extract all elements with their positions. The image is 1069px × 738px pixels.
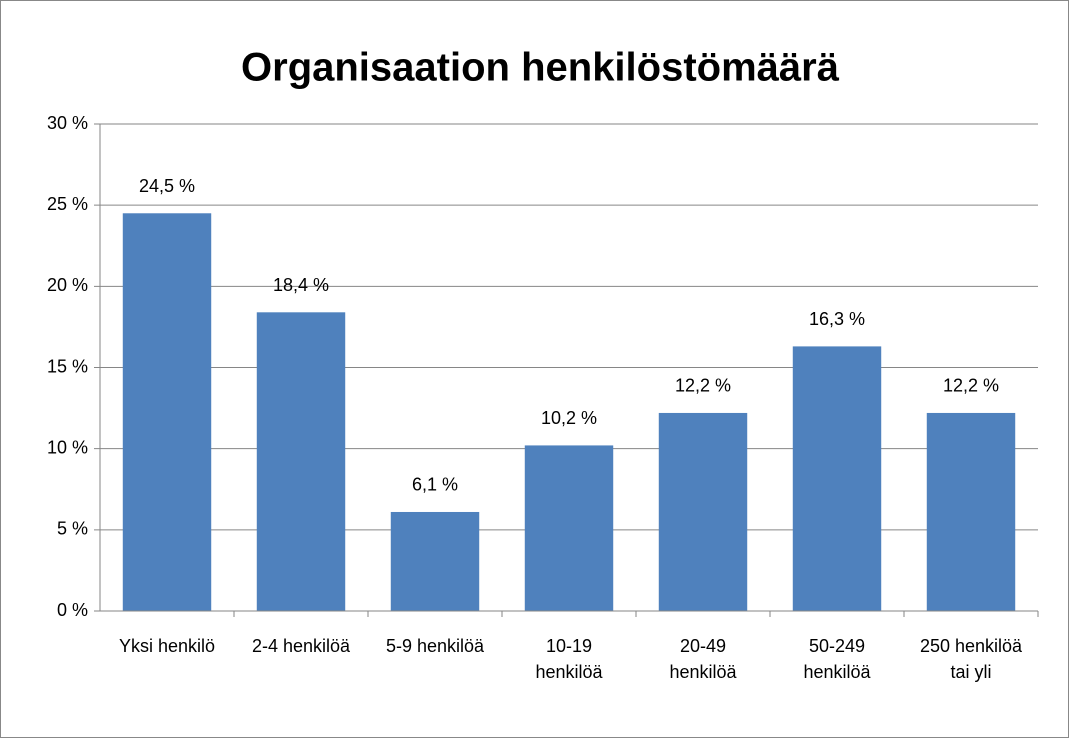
x-tick-label: 50-249 henkilöä	[803, 636, 871, 682]
data-label: 6,1 %	[412, 475, 458, 495]
y-tick-label: 0 %	[57, 600, 88, 620]
x-tick-label: 20-49 henkilöä	[669, 636, 737, 682]
data-label: 12,2 %	[943, 376, 999, 396]
bar	[658, 412, 748, 611]
data-label: 18,4 %	[273, 275, 329, 295]
bar	[256, 312, 346, 611]
y-tick-label: 15 %	[47, 356, 88, 376]
x-tick-label: 2-4 henkilöä	[251, 636, 351, 656]
x-tick-label: Yksi henkilö	[118, 636, 216, 656]
x-tick-label: 5-9 henkilöä	[385, 636, 485, 656]
y-tick-label: 25 %	[47, 194, 88, 214]
y-tick-label: 20 %	[47, 275, 88, 295]
data-label: 24,5 %	[139, 176, 195, 196]
bar	[926, 412, 1016, 611]
bar	[792, 346, 882, 611]
y-tick-label: 5 %	[57, 519, 88, 539]
x-tick-label: 250 henkilöä tai yli	[919, 636, 1023, 682]
data-label: 16,3 %	[809, 309, 865, 329]
bar	[524, 445, 614, 611]
bar	[122, 213, 212, 612]
chart-title: Organisaation henkilöstömäärä	[241, 46, 840, 90]
data-label: 10,2 %	[541, 408, 597, 428]
bar	[390, 511, 480, 611]
data-label: 12,2 %	[675, 376, 731, 396]
x-tick-label: 10-19 henkilöä	[535, 636, 603, 682]
y-tick-label: 10 %	[47, 437, 88, 457]
y-tick-label: 30 %	[47, 113, 88, 133]
